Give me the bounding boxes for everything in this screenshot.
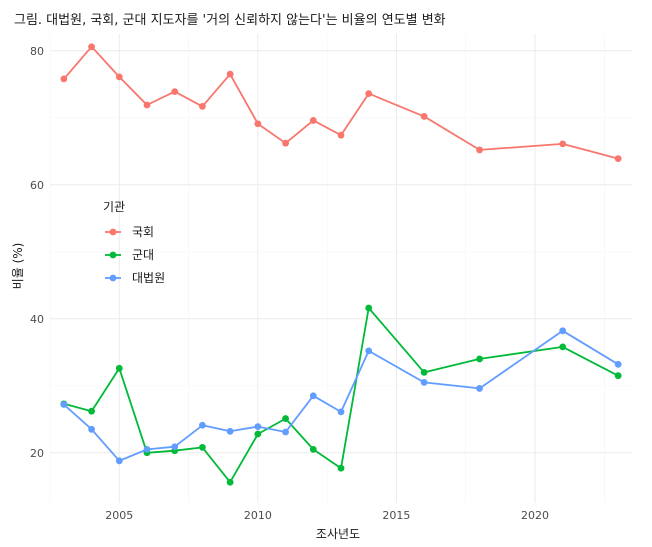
data-point: [614, 360, 622, 368]
data-point: [88, 425, 95, 433]
y-tick-label: 20: [30, 447, 44, 460]
x-tick-label: 2020: [521, 509, 549, 522]
legend-label: 군대: [132, 248, 154, 262]
legend-item: 대법원: [105, 271, 165, 285]
data-point: [559, 140, 567, 148]
data-point: [365, 347, 373, 355]
data-point: [420, 368, 428, 376]
data-point: [614, 372, 622, 380]
data-point: [254, 423, 262, 431]
x-axis-title: 조사년도: [316, 527, 360, 541]
data-point: [171, 88, 179, 96]
y-tick-label: 40: [30, 313, 44, 326]
data-point: [282, 415, 289, 422]
data-point: [337, 464, 345, 472]
x-tick-label: 2005: [105, 509, 133, 522]
legend-item: 군대: [105, 248, 154, 262]
data-point: [420, 113, 428, 120]
data-point: [420, 379, 428, 386]
series-line: [63, 329, 619, 462]
legend-key-point: [109, 274, 117, 282]
y-axis-title: 비율 (%): [11, 243, 25, 290]
data-point: [115, 457, 123, 465]
data-point: [88, 407, 95, 415]
data-point: [143, 101, 151, 109]
series-0: [60, 43, 622, 163]
x-tick-label: 2010: [244, 509, 272, 522]
data-point: [309, 446, 317, 453]
data-point: [115, 73, 123, 81]
series-layer: [60, 43, 622, 486]
legend-label: 대법원: [132, 271, 165, 285]
data-point: [476, 355, 483, 363]
data-point: [226, 70, 234, 78]
chart-title: 그림. 대법원, 국회, 군대 지도자를 '거의 신뢰하지 않는다'는 비율의 …: [14, 13, 446, 28]
legend-item: 국회: [105, 225, 154, 239]
data-point: [143, 446, 151, 453]
series-line: [63, 307, 619, 484]
data-point: [115, 364, 123, 372]
data-point: [309, 392, 317, 400]
data-point: [365, 304, 373, 312]
series-line: [63, 45, 619, 160]
data-point: [614, 155, 622, 163]
data-point: [476, 146, 483, 154]
data-point: [365, 90, 373, 98]
data-point: [199, 102, 206, 110]
data-point: [337, 408, 345, 416]
data-point: [337, 131, 345, 139]
y-tick-label: 60: [30, 179, 44, 192]
data-point: [60, 75, 68, 83]
x-axis-ticks: 2005 2010 2015 2020: [105, 509, 549, 522]
legend-label: 국회: [132, 225, 154, 239]
data-point: [60, 401, 68, 408]
series-2: [60, 327, 622, 465]
y-tick-label: 80: [30, 45, 44, 58]
y-axis-ticks: 20 40 60 80: [30, 45, 44, 460]
data-point: [171, 443, 179, 451]
data-point: [559, 343, 567, 351]
data-point: [88, 43, 95, 51]
series-1: [60, 304, 622, 486]
data-point: [476, 385, 483, 392]
data-point: [282, 139, 289, 147]
data-point: [309, 117, 317, 124]
data-point: [199, 421, 206, 429]
data-point: [199, 443, 206, 451]
x-tick-label: 2015: [382, 509, 410, 522]
data-point: [226, 478, 234, 486]
data-point: [254, 120, 262, 128]
data-point: [254, 430, 262, 438]
legend-title: 기관: [103, 200, 125, 214]
legend-key-point: [109, 228, 117, 236]
data-point: [282, 428, 289, 436]
data-point: [226, 427, 234, 435]
grid: [49, 34, 632, 503]
legend-key-point: [109, 251, 117, 259]
data-point: [559, 327, 567, 335]
